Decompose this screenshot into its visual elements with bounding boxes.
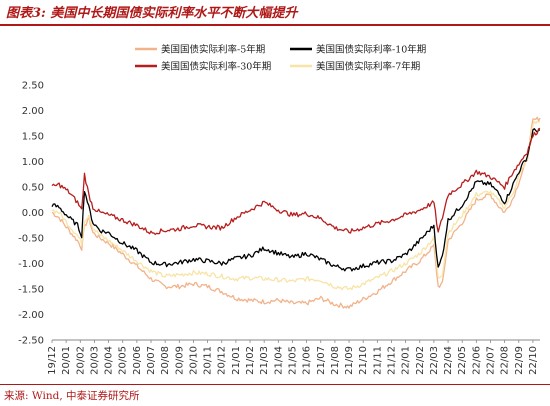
x-tick-label: 20/09 xyxy=(174,346,185,375)
x-tick-label: 21/03 xyxy=(259,346,270,375)
series-line-s7 xyxy=(51,120,541,291)
x-tick-label: 21/12 xyxy=(386,346,397,375)
x-tick-label: 21/10 xyxy=(358,346,369,375)
legend-label: 美国国债实际利率-10年期 xyxy=(316,44,426,56)
y-tick-label: -1.50 xyxy=(18,285,44,296)
x-tick-label: 20/08 xyxy=(160,346,171,375)
x-tick-label: 20/11 xyxy=(203,346,214,375)
x-tick-label: 20/03 xyxy=(89,346,100,375)
x-tick-label: 20/06 xyxy=(132,346,143,375)
y-tick-label: -1.00 xyxy=(18,259,44,270)
x-tick-label: 20/10 xyxy=(188,346,199,375)
x-tick-label: 21/06 xyxy=(302,346,313,375)
title-rule xyxy=(0,24,550,26)
series-line-s10 xyxy=(51,128,541,272)
y-tick-label: -2.00 xyxy=(18,310,44,321)
x-tick-label: 20/02 xyxy=(75,346,86,375)
x-tick-label: 21/11 xyxy=(372,346,383,375)
source-note: 来源: Wind, 中泰证券研究所 xyxy=(4,390,140,402)
series-line-s5 xyxy=(51,116,541,309)
x-axis: 19/12 20/01 20/02 20/03 20/04 20/05 20/06 20/07… xyxy=(47,339,540,375)
x-tick-label: 20/12 xyxy=(217,346,228,375)
x-tick-label: 22/01 xyxy=(401,346,412,375)
x-tick-label: 22/04 xyxy=(443,346,454,375)
x-tick-label: 22/08 xyxy=(500,346,511,375)
y-tick-label: 0.00 xyxy=(22,208,44,219)
y-tick-label: -0.50 xyxy=(18,234,44,245)
legend-label: 美国国债实际利率-5年期 xyxy=(161,44,265,56)
x-tick-label: 21/02 xyxy=(245,346,256,375)
y-tick-label: 2.50 xyxy=(22,81,44,92)
legend-label: 美国国债实际利率-30年期 xyxy=(161,61,271,73)
x-tick-label: 22/03 xyxy=(429,346,440,375)
x-tick-label: 22/10 xyxy=(528,346,539,375)
x-tick-label: 22/06 xyxy=(471,346,482,375)
x-tick-label: 21/07 xyxy=(316,346,327,375)
y-axis: 2.50 2.00 1.50 1.00 0.50 0.00 -0.50 -1.00 -1.50 -… xyxy=(18,81,44,347)
x-tick-label: 22/07 xyxy=(485,346,496,375)
legend-label: 美国国债实际利率-7年期 xyxy=(316,61,420,73)
x-tick-label: 20/05 xyxy=(118,346,129,375)
x-tick-label: 20/07 xyxy=(146,346,157,375)
x-tick-label: 20/01 xyxy=(61,346,72,375)
x-tick-label: 20/04 xyxy=(104,346,115,375)
y-tick-label: 2.00 xyxy=(22,106,44,117)
series-line-s30 xyxy=(51,127,541,236)
source-rule xyxy=(0,384,550,385)
x-tick-label: 21/09 xyxy=(344,346,355,375)
x-tick-label: 21/04 xyxy=(273,346,284,375)
x-tick-label: 21/05 xyxy=(287,346,298,375)
x-tick-label: 19/12 xyxy=(47,346,58,375)
figure-title: 图表3: 美国中长期国债实际利率水平不断大幅提升 xyxy=(6,6,298,21)
y-tick-label: -2.50 xyxy=(18,336,44,347)
x-tick-label: 22/02 xyxy=(415,346,426,375)
y-tick-label: 1.00 xyxy=(22,157,44,168)
x-tick-label: 21/01 xyxy=(231,346,242,375)
x-tick-label: 21/08 xyxy=(330,346,341,375)
x-tick-label: 22/05 xyxy=(457,346,468,375)
x-tick-label: 22/09 xyxy=(514,346,525,375)
y-tick-label: 1.50 xyxy=(22,132,44,143)
y-tick-label: 0.50 xyxy=(22,183,44,194)
series-layer xyxy=(51,116,541,309)
